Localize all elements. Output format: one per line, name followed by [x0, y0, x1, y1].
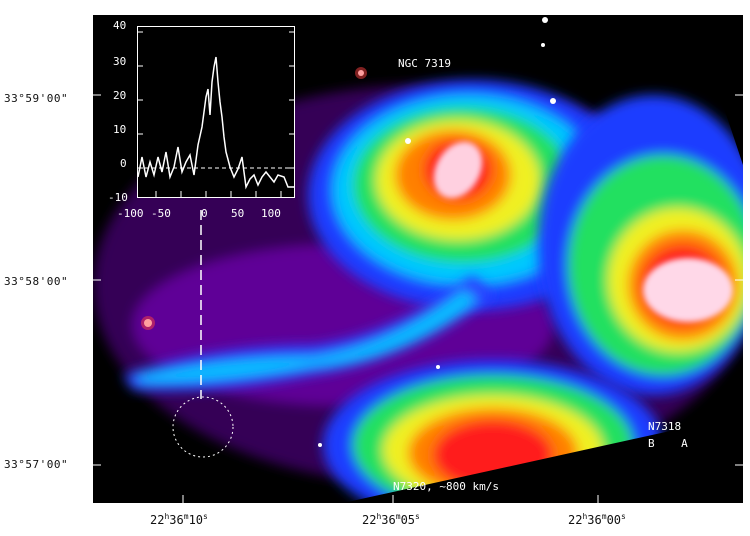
inset-xtick: -50 [151, 207, 171, 220]
inset-ytick: 20 [113, 89, 127, 102]
dec-label: 33°57'00" [4, 458, 69, 471]
inset-xtick: -100 [117, 207, 144, 220]
inset-xtick: 100 [261, 207, 281, 220]
ra-label: 22h36m05s [362, 512, 420, 527]
ra-label: 22h36m10s [150, 512, 208, 527]
inset-spectrum-plot [137, 26, 295, 198]
galaxy-false-color-map [93, 15, 743, 503]
inset-ytick: 30 [113, 55, 127, 68]
inset-ytick: 10 [113, 123, 127, 136]
label-n7318-components: B A [648, 437, 688, 450]
label-n7320: N7320, ~800 km/s [393, 480, 499, 493]
label-ngc7319: NGC 7319 [398, 57, 451, 70]
inset-xtick: 50 [231, 207, 245, 220]
dec-label: 33°58'00" [4, 275, 69, 288]
ra-label: 22h36m00s [568, 512, 626, 527]
sky-image: 40 30 20 10 0 -10 -100 -50 0 50 100 NGC … [93, 15, 743, 503]
inset-ytick: 0 [120, 157, 127, 170]
inset-ytick: -10 [108, 191, 128, 204]
dec-label: 33°59'00" [4, 92, 69, 105]
inset-xtick: 0 [201, 207, 208, 220]
label-n7318: N7318 [648, 420, 682, 433]
inset-ytick: 40 [113, 19, 127, 32]
